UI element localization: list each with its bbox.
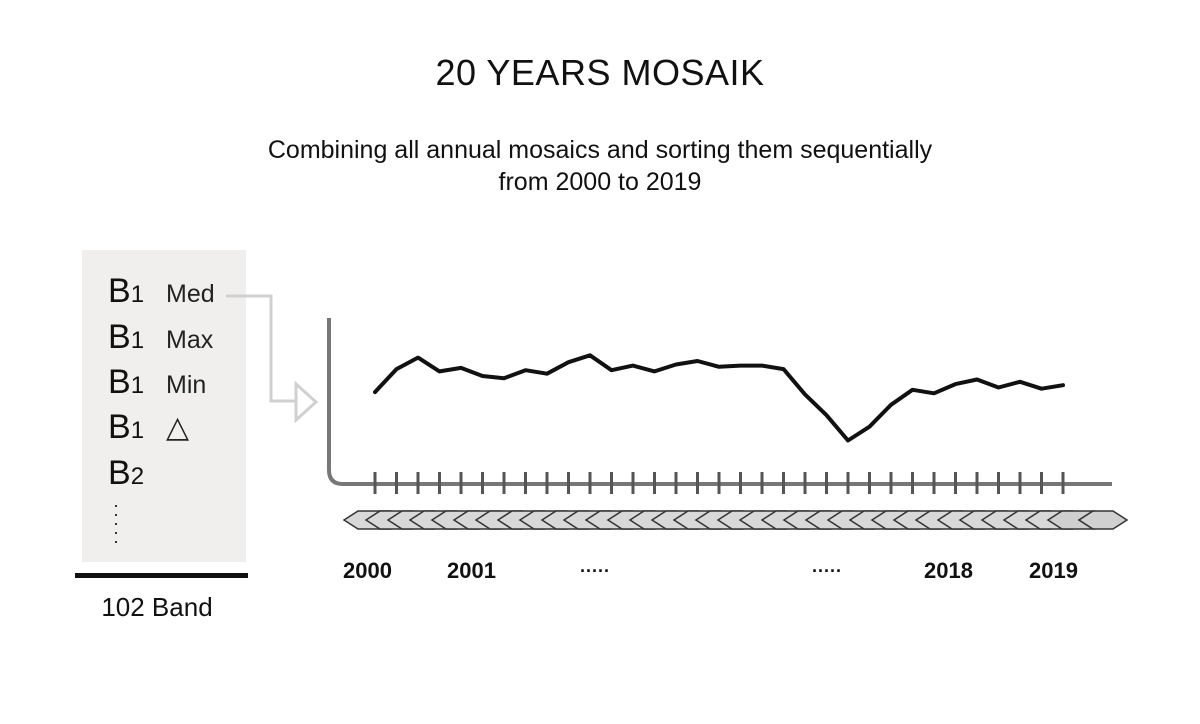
- series-line: [373, 353, 1065, 443]
- year-diamond-end: [1077, 510, 1129, 530]
- band-code: B1: [108, 272, 145, 310]
- y-axis: [327, 318, 1112, 486]
- band-code: B1: [108, 318, 145, 356]
- diagram-subtitle: Combining all annual mosaics and sorting…: [0, 134, 1200, 198]
- x-axis-ticks: [373, 472, 1065, 494]
- year-label-2000: 2000: [343, 558, 392, 583]
- connector-line: [226, 294, 296, 403]
- year-diamond-strip: [342, 510, 1129, 530]
- band-code: B1: [108, 363, 145, 401]
- band-stat-label: Max: [166, 326, 214, 354]
- delta-icon: △: [166, 411, 190, 444]
- year-label-2019: 2019: [1029, 558, 1078, 583]
- band-stat-label: Med: [166, 280, 215, 308]
- timeline-ellipsis-right: .....: [812, 556, 843, 576]
- vertical-ellipsis-icon: [115, 505, 119, 550]
- band-underline: [75, 573, 248, 578]
- band-stat-label: Min: [166, 371, 207, 399]
- band-stack-panel: B1 Med B1 Max B1 Min B1 △ B2: [82, 250, 246, 562]
- year-label-2018: 2018: [924, 558, 973, 583]
- timeline-ellipsis-left: .....: [580, 556, 611, 576]
- connector-arrowhead: [294, 380, 319, 424]
- diagram-title: 20 YEARS MOSAIK: [435, 52, 765, 93]
- band-total-label: 102 Band: [101, 592, 213, 622]
- band-code: B2: [108, 454, 145, 492]
- year-label-2001: 2001: [447, 558, 496, 583]
- band-code: B1: [108, 408, 145, 446]
- subtitle-line-2: from 2000 to 2019: [498, 168, 702, 196]
- subtitle-line-1: Combining all annual mosaics and sorting…: [267, 136, 933, 164]
